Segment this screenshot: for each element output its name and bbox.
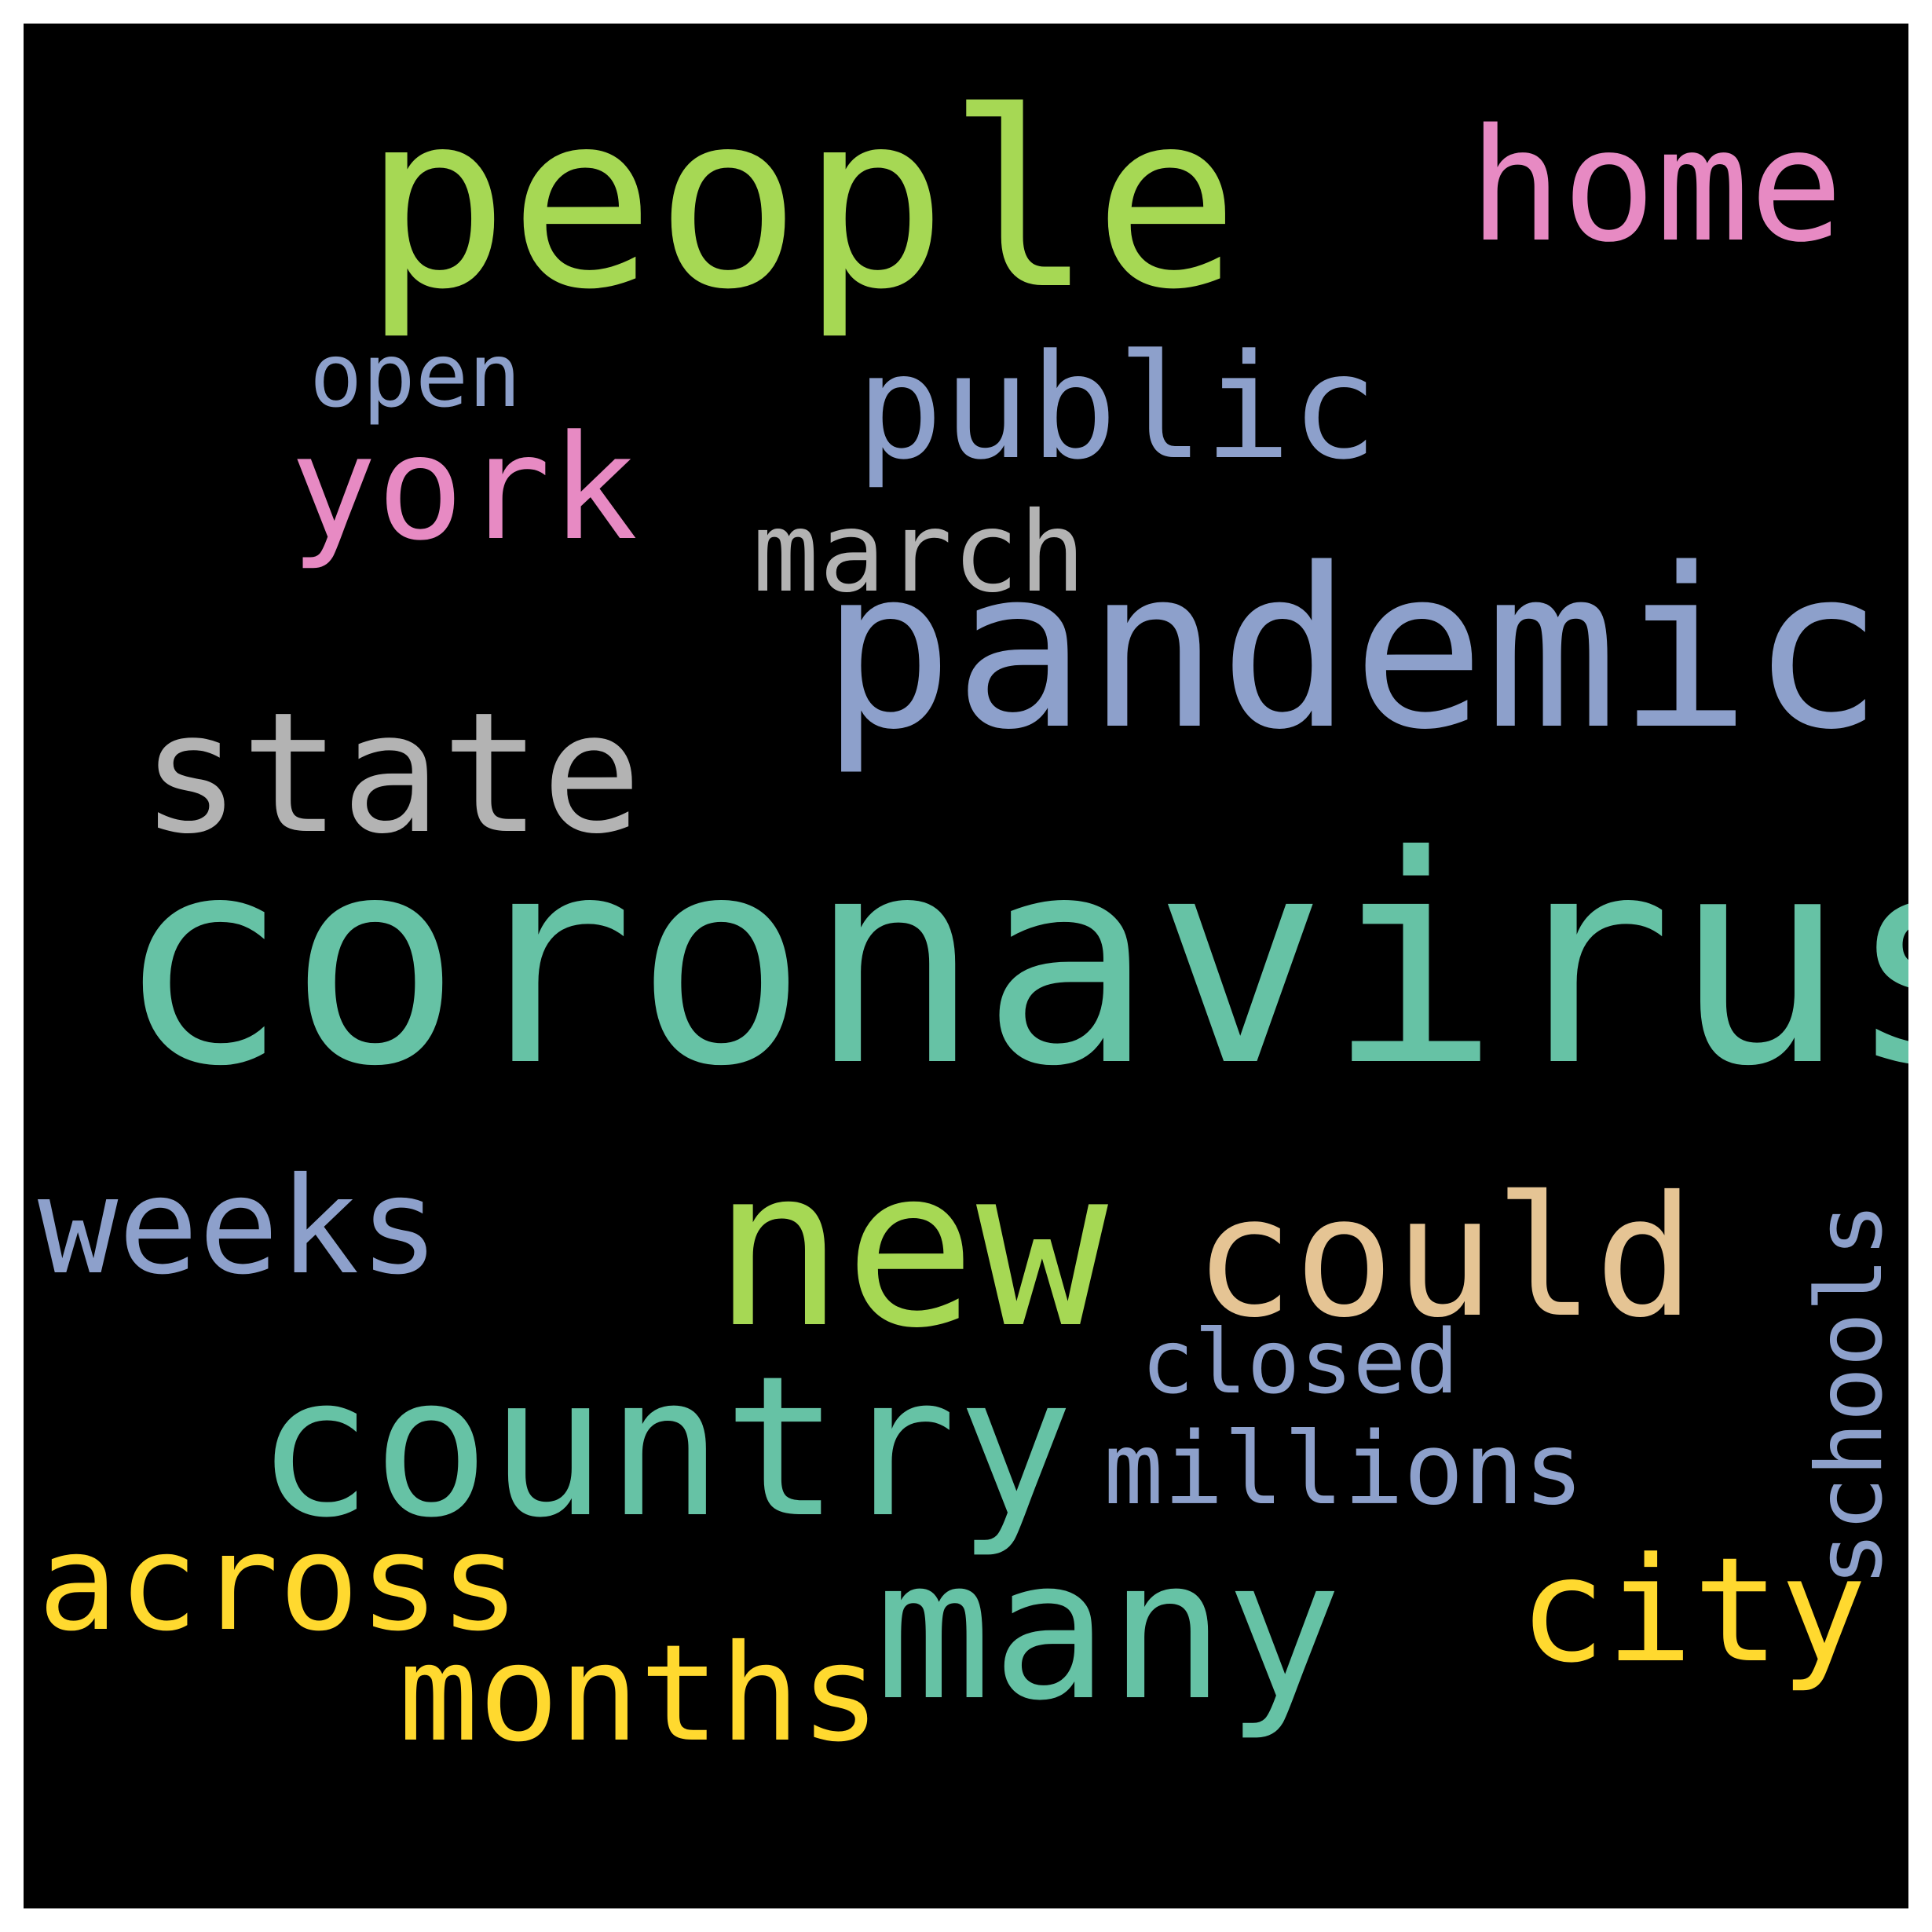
- word-coronavirus: coronavirus: [115, 795, 1908, 1129]
- word-months: months: [398, 1616, 881, 1772]
- word-public: public: [856, 324, 1378, 492]
- word-many: many: [875, 1518, 1342, 1744]
- word-country: country: [256, 1335, 1074, 1561]
- word-new: new: [712, 1121, 1108, 1376]
- word-home: home: [1469, 95, 1843, 276]
- word-york: york: [290, 404, 639, 573]
- word-weeks: weeks: [38, 1149, 440, 1304]
- word-open: open: [309, 325, 521, 427]
- word-could: could: [1194, 1160, 1696, 1354]
- word-millions: millions: [1103, 1411, 1584, 1527]
- word-across: across: [38, 1506, 521, 1661]
- word-state: state: [141, 676, 642, 870]
- word-march: march: [752, 488, 1086, 617]
- word-schools: schools: [1797, 1202, 1903, 1586]
- word-city: city: [1519, 1527, 1868, 1695]
- word-pandemic: pandemic: [821, 521, 1884, 778]
- word-people: people: [363, 60, 1240, 342]
- word-closed: closed: [1141, 1312, 1459, 1414]
- word-cloud-canvas: coronavirus people pandemic new country …: [24, 24, 1908, 1908]
